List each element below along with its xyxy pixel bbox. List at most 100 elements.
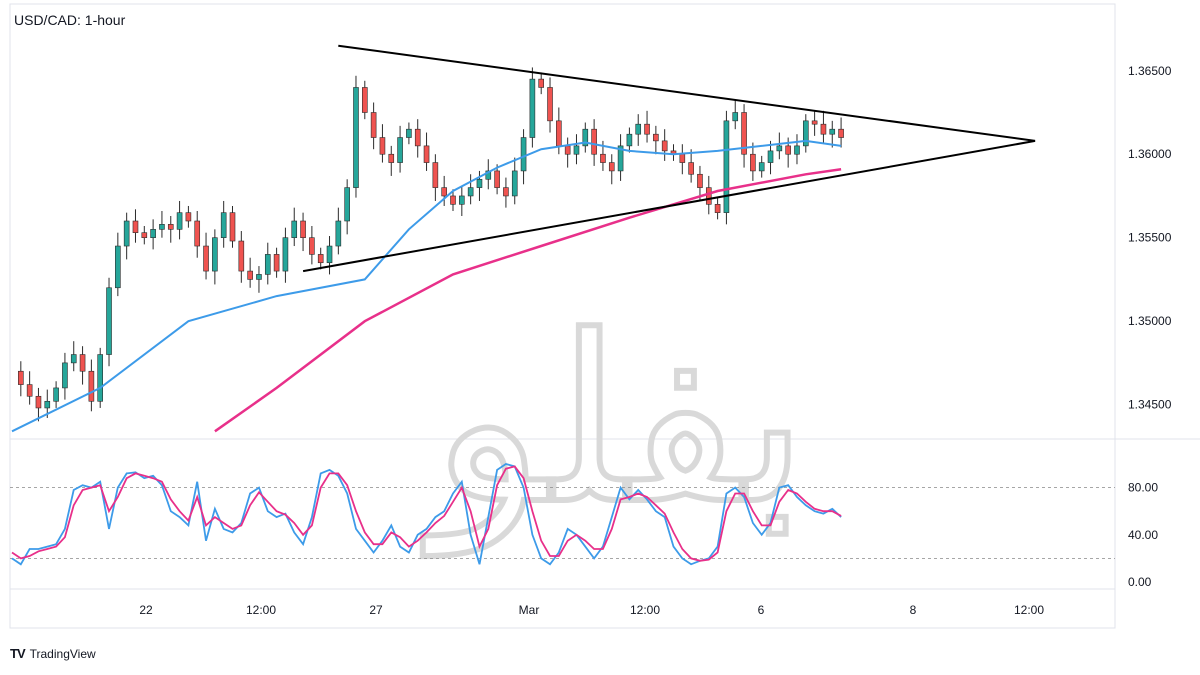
plot-border (9, 3, 1116, 629)
candle-body (714, 204, 721, 213)
time-tick-label: 27 (369, 603, 383, 617)
candle-body (159, 224, 165, 230)
stoch-tick-label: 0.00 (1128, 575, 1152, 589)
candle-body (423, 145, 430, 163)
candle-body (353, 87, 359, 188)
candle-body (750, 153, 756, 172)
candle-body (635, 123, 642, 135)
candle-body (758, 162, 765, 172)
stoch-tick-label: 40.00 (1128, 528, 1158, 542)
candle-body (264, 254, 271, 275)
candle-body (344, 187, 350, 222)
candle-body (406, 128, 412, 138)
candle-body (441, 187, 447, 197)
candle-body (705, 187, 712, 205)
candle-body (794, 145, 800, 155)
candle-body (247, 270, 253, 280)
time-tick-label: 12:00 (630, 603, 660, 617)
candle-body (370, 112, 377, 138)
moving-averages (11, 139, 842, 433)
candle-body (582, 128, 589, 147)
candle-body (511, 170, 518, 197)
candle-body (626, 133, 633, 147)
candle-body (529, 78, 536, 138)
candle-body (291, 220, 298, 238)
tradingview-brand[interactable]: TV TradingView (10, 646, 96, 661)
watermark-text: بفلو (422, 288, 807, 556)
stochastic-oscillator (10, 463, 1115, 566)
candle-body (150, 229, 156, 238)
candle-body (556, 120, 562, 147)
grid (9, 3, 1200, 629)
candle-body (767, 150, 774, 163)
price-tick-label: 1.35500 (1128, 231, 1172, 245)
chart-title: USD/CAD: 1-hour (14, 12, 126, 28)
candle-body (273, 254, 280, 272)
watermark: بفلو (419, 285, 810, 559)
candle-body (459, 195, 465, 205)
time-tick-label: 8 (910, 603, 917, 617)
candle-body (644, 123, 650, 135)
candle-body (653, 133, 659, 142)
candle-body (741, 112, 747, 155)
candle-body (608, 162, 615, 172)
axes: 1.365001.360001.355001.350001.3450080.00… (139, 64, 1171, 617)
candle-body (194, 220, 201, 247)
candle-body (141, 232, 148, 238)
candle-body (115, 245, 121, 289)
stoch-d-line (11, 465, 842, 562)
time-tick-label: 12:00 (1014, 603, 1044, 617)
candle-body (88, 370, 95, 402)
candle-body (44, 400, 51, 409)
candle-body (661, 140, 668, 152)
candle-body (432, 162, 439, 188)
candle-body (18, 370, 24, 385)
candle-body (229, 212, 236, 242)
candle-body (785, 145, 791, 155)
candle-body (397, 137, 403, 163)
candle-body (520, 137, 527, 172)
time-tick-label: 22 (139, 603, 153, 617)
candle-body (697, 173, 703, 188)
candle-body (485, 170, 492, 180)
candle-body (106, 287, 112, 355)
candle-body (256, 274, 262, 280)
candle-body (494, 170, 500, 188)
price-tick-label: 1.34500 (1128, 398, 1172, 412)
price-tick-label: 1.36000 (1128, 147, 1172, 161)
candle-body (617, 145, 624, 172)
candle-body (220, 212, 227, 238)
time-tick-label: 6 (758, 603, 765, 617)
fast-ma-line (11, 139, 842, 433)
candle-body (600, 153, 606, 163)
candle-body (79, 354, 86, 372)
candle-body (573, 145, 580, 155)
brand-name: TradingView (29, 646, 96, 661)
candle-body (538, 78, 545, 88)
candle-body (723, 120, 730, 213)
candle-body (361, 87, 368, 113)
candle-body (811, 120, 818, 125)
tradingview-logo-icon: TV (10, 646, 26, 661)
candle-body (802, 120, 809, 147)
candle-body (97, 354, 103, 402)
time-tick-label: 12:00 (246, 603, 276, 617)
candle-body (35, 395, 42, 409)
candle-body (591, 128, 597, 155)
candles (18, 67, 844, 422)
candle-body (309, 237, 315, 255)
candle-body (688, 162, 694, 175)
candle-body (167, 224, 174, 230)
stoch-tick-label: 80.00 (1128, 481, 1158, 495)
slow-ma-line (214, 168, 842, 433)
candle-body (123, 220, 130, 247)
candle-body (547, 87, 553, 122)
candle-body (203, 245, 209, 272)
candle-body (70, 354, 77, 364)
candle-body (300, 220, 306, 238)
candle-body (503, 187, 509, 197)
price-tick-label: 1.36500 (1128, 64, 1172, 78)
triangle-pattern (302, 44, 1036, 273)
candle-body (238, 240, 245, 272)
candle-body (679, 153, 686, 163)
